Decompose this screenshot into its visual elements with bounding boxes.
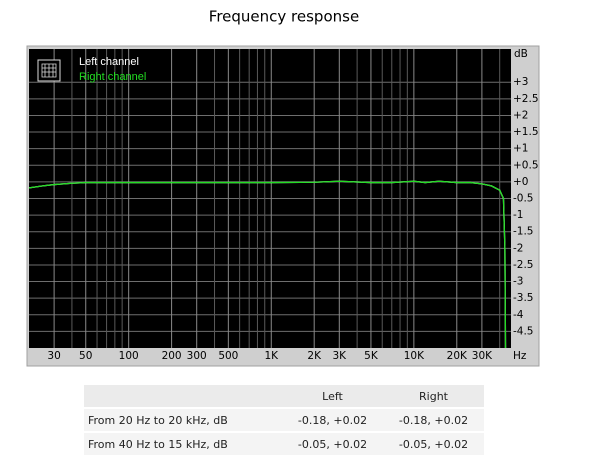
x-axis-label: Hz [513, 350, 527, 362]
x-tick-label: 1K [264, 350, 279, 362]
y-tick-label: -4.5 [513, 325, 534, 337]
chart-title: Frequency response [209, 8, 359, 26]
y-tick-label: +0 [513, 176, 528, 188]
table-row: From 20 Hz to 20 kHz, dB -0.18, +0.02 -0… [84, 407, 484, 432]
legend-label: Left channel [79, 56, 139, 68]
y-tick-label: +2 [513, 109, 528, 121]
cell: -0.05, +0.02 [282, 431, 383, 455]
row-label: From 20 Hz to 20 kHz, dB [84, 407, 282, 432]
table-row: From 40 Hz to 15 kHz, dB -0.05, +0.02 -0… [84, 431, 484, 455]
y-tick-label: -0.5 [513, 193, 534, 205]
y-tick-label: -1 [513, 209, 523, 221]
x-tick-label: 2K [307, 350, 322, 362]
legend: Left channel Right channel [37, 56, 146, 83]
y-tick-label: +0.5 [513, 159, 539, 171]
x-tick-label: 200 [162, 350, 182, 362]
x-tick-label: 50 [79, 350, 92, 362]
chart: Frequency response dB Hz Left channel Rig… [26, 8, 540, 367]
y-tick-label: -3.5 [513, 292, 534, 304]
column-header: Left [282, 385, 383, 408]
x-tick-label: 500 [218, 350, 238, 362]
y-tick-label: -2.5 [513, 259, 534, 271]
legend-icon-grid [41, 63, 57, 78]
y-tick-label: -4 [513, 309, 524, 321]
corner [84, 385, 282, 408]
y-tick-label: +1 [513, 143, 528, 155]
row-label: From 40 Hz to 15 kHz, dB [84, 431, 282, 455]
cell: -0.05, +0.02 [383, 431, 484, 455]
cell: -0.18, +0.02 [282, 407, 383, 432]
y-tick-label: +3 [513, 76, 528, 88]
grid [29, 49, 511, 348]
column-header: Right [383, 385, 484, 408]
x-tick-label: 300 [187, 350, 207, 362]
x-tick-label: 100 [119, 350, 139, 362]
x-tick-label: 3K [333, 350, 348, 362]
y-tick-label: +2.5 [513, 93, 539, 105]
y-tick-label: +1.5 [513, 126, 539, 138]
legend-label: Right channel [79, 71, 146, 83]
data-line [29, 180, 507, 348]
y-tick-label: -2 [513, 242, 523, 254]
y-tick-label: -3 [513, 276, 523, 288]
y-axis-label: dB [514, 48, 528, 60]
x-tick-label: 5K [364, 350, 379, 362]
x-tick-label: 10K [404, 350, 425, 362]
cell: -0.18, +0.02 [383, 407, 484, 432]
lines [29, 180, 507, 348]
x-tick-label: 30 [47, 350, 60, 362]
x-tick-label: 30K [472, 350, 493, 362]
summary-table: Left Right From 20 Hz to 20 kHz, dB -0.1… [84, 385, 484, 455]
y-tick-label: -1.5 [513, 226, 534, 238]
table-header: Left Right [84, 385, 484, 408]
x-tick-label: 20K [447, 350, 468, 362]
